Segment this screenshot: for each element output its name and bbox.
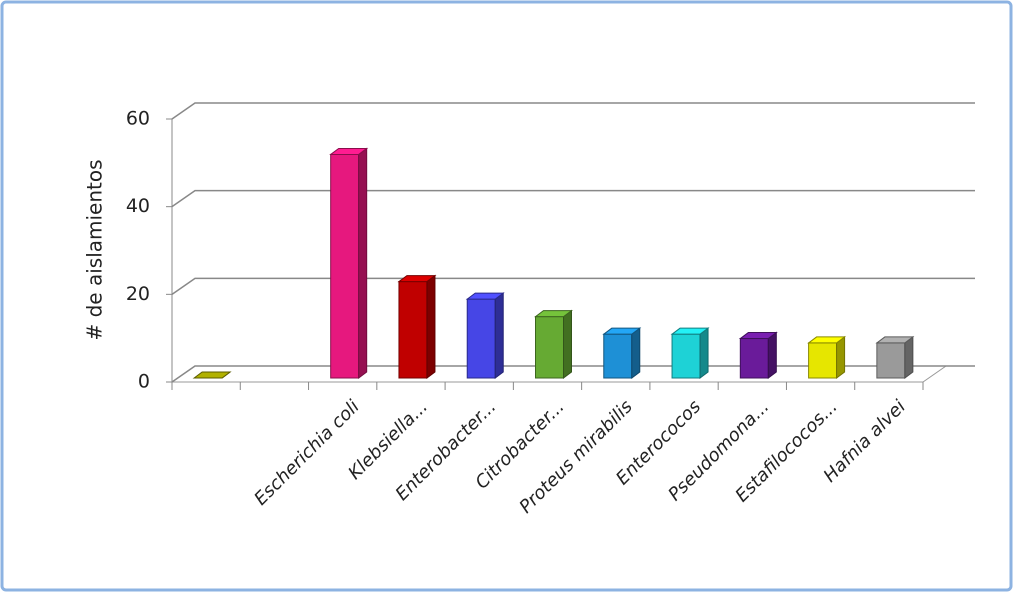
bar-top [192,371,232,379]
bar-side [426,274,436,379]
bar-top [329,147,369,155]
bar-front [330,153,360,379]
y-tick-label: 20 [126,283,150,305]
bar [534,309,573,379]
grid-line [171,102,975,120]
grid-line [171,365,975,383]
bar-side [767,331,777,379]
bar-side [358,147,368,379]
bar [670,327,710,379]
y-tick-label: 60 [126,108,150,130]
bar [738,331,778,379]
grid-line [171,277,975,295]
bar-front [398,281,428,379]
bar-top [602,327,642,335]
bar-side [904,335,914,379]
bar-side [836,335,846,379]
bar [397,274,437,379]
bar-front [876,342,906,379]
bar-front [739,338,769,379]
bar-front [808,342,838,379]
bar [602,327,642,379]
bar-front [671,333,701,379]
y-axis-title: # de aislamientos [83,159,107,340]
bar-front [535,316,564,379]
bar-top [875,336,915,344]
bar [192,371,232,379]
bar [329,147,369,379]
bar [807,335,847,379]
bar-top [397,275,437,283]
bar-top [738,332,778,340]
y-tick-label: 40 [126,195,150,217]
bar-side [631,327,641,379]
bar-side [563,309,572,379]
y-tick-label: 0 [138,371,150,393]
bar-top [670,327,710,335]
grid-line [171,189,975,208]
bar [465,292,505,379]
bar-top [534,310,573,318]
bar [875,335,915,379]
bar-side [699,327,709,379]
bar-top [465,292,505,300]
bar-front [466,298,496,379]
bar-side [494,292,504,379]
bar-top [807,336,847,344]
bar-front [603,333,633,379]
